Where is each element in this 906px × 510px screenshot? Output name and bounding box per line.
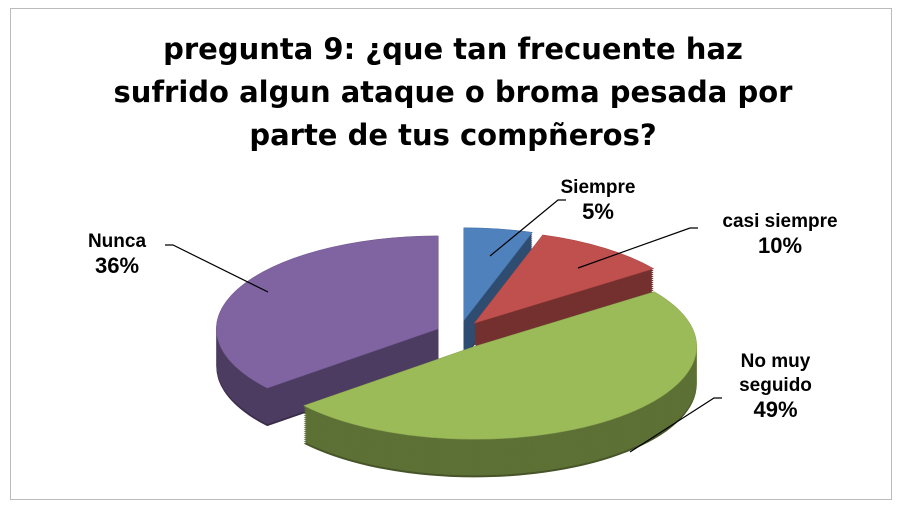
leader-line	[577, 227, 698, 269]
value-label: 5%	[582, 199, 614, 224]
leader-line	[165, 244, 269, 293]
leader-line	[489, 199, 566, 257]
category-label: casi siempre	[722, 211, 838, 232]
value-label: 36%	[94, 253, 140, 278]
category-label: Siempre	[560, 177, 636, 198]
chart-title: pregunta 9: ¿que tan frecuente haz sufri…	[113, 32, 793, 152]
data-label: No muy seguido 49%	[728, 350, 823, 422]
data-label: Nunca 36%	[72, 230, 162, 278]
slice	[463, 227, 533, 322]
data-label: casi siempre 10%	[700, 210, 860, 258]
chart-frame	[10, 8, 892, 500]
category-label: No muy seguido	[739, 351, 812, 396]
slice	[303, 291, 697, 440]
value-label: 10%	[757, 233, 803, 258]
value-label: 49%	[753, 397, 798, 422]
category-label: Nunca	[87, 231, 147, 252]
leader-line	[629, 397, 722, 453]
data-label: Siempre 5%	[548, 176, 648, 224]
slice	[216, 235, 439, 389]
